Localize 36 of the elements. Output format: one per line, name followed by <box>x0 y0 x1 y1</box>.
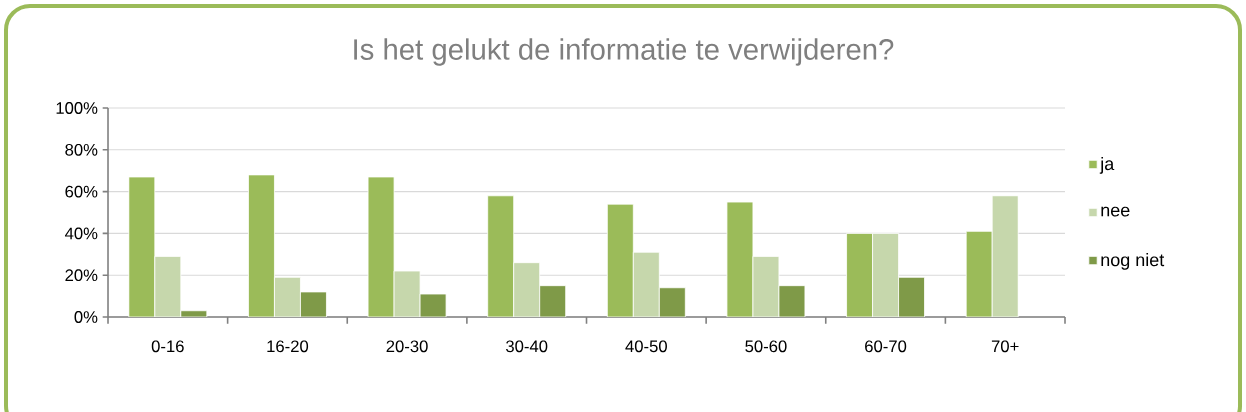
bar <box>487 195 515 317</box>
y-tick-label: 20% <box>65 269 98 282</box>
y-tick-label: 0% <box>74 311 98 323</box>
y-tick-label: 60% <box>65 185 98 198</box>
legend-label: nog niet <box>1101 253 1165 270</box>
y-tick-label: 80% <box>65 143 98 156</box>
x-tick-label: 20-30 <box>386 340 428 353</box>
legend-label: nee <box>1101 206 1130 217</box>
bar <box>726 201 754 317</box>
bar <box>539 285 567 317</box>
bar <box>846 233 873 317</box>
x-tick-label: 70+ <box>991 340 1019 353</box>
x-tick-label: 16-20 <box>267 340 309 353</box>
x-tick-label: 0-16 <box>151 340 184 353</box>
legend-label: ja <box>1099 156 1115 174</box>
bar <box>965 230 993 317</box>
x-tick-label: 50-60 <box>745 340 787 353</box>
bar <box>752 255 780 317</box>
bar <box>606 203 634 317</box>
bar <box>898 276 925 317</box>
x-tick-label: 40-50 <box>625 340 667 353</box>
y-tick-label: 40% <box>64 227 98 240</box>
bar <box>658 287 686 317</box>
bar <box>872 233 899 317</box>
bar <box>632 251 660 317</box>
bar <box>128 176 156 317</box>
chart-title: Is het gelukt de informatie te verwijderen? <box>354 38 894 66</box>
y-tick-label: 100% <box>56 102 98 114</box>
bar <box>274 276 301 317</box>
bar <box>991 195 1019 317</box>
bar <box>367 176 395 317</box>
bar <box>248 174 275 317</box>
bar <box>154 255 182 317</box>
x-tick-label: 30-40 <box>506 340 548 353</box>
bar <box>513 262 541 317</box>
x-tick-label: 60-70 <box>865 340 907 353</box>
